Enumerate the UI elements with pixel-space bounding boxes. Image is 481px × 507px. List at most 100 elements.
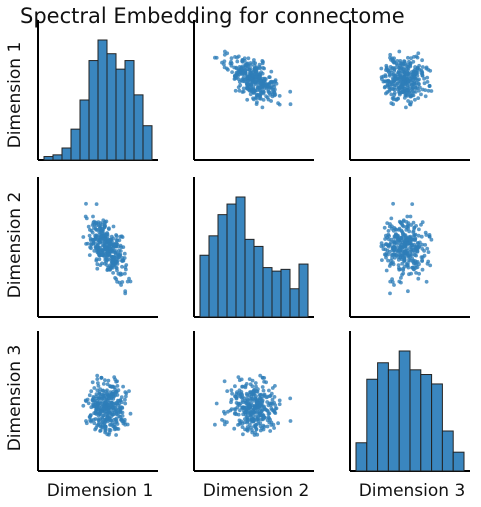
scatter-point-r1c2-282 — [257, 75, 262, 80]
scatter-point-r1c3-314 — [387, 82, 392, 87]
scatter-point-r1c2-269 — [261, 98, 266, 102]
scatter-point-r3c1-164 — [86, 401, 91, 406]
scatter-point-r2c1-245 — [100, 248, 105, 253]
scatter-point-r3c2-163 — [225, 389, 230, 393]
scatter-point-r1c2-329 — [245, 82, 250, 87]
scatter-point-r3c2-256 — [254, 409, 258, 414]
scatter-point-r1c3-312 — [416, 82, 421, 87]
scatter-point-r1c3-321 — [392, 56, 396, 61]
scatter-point-r3c2-201 — [262, 404, 266, 409]
scatter-point-r3c1-324 — [110, 391, 114, 396]
scatter-point-r2c3-239 — [423, 230, 428, 235]
scatter-point-r3c2-209 — [288, 396, 293, 401]
hist-bar-r2c2-3 — [226, 203, 237, 318]
scatter-point-r1c2-111 — [269, 69, 274, 74]
hist-bar-r1c1-10 — [133, 94, 144, 161]
scatter-point-r2c1-163 — [127, 276, 131, 281]
hist-bar-r2c2-10 — [289, 288, 300, 318]
scatter-point-r2c3-284 — [386, 252, 390, 257]
scatter-point-r2c3-308 — [389, 261, 394, 266]
scatter-point-r3c2-291 — [254, 406, 259, 411]
scatter-point-r3c2-318 — [243, 407, 248, 411]
scatter-point-r1c3-267 — [427, 84, 432, 88]
scatter-point-r3c1-78 — [103, 378, 107, 383]
scatter-point-r3c1-279 — [114, 419, 119, 424]
scatter-point-r3c2-277 — [248, 398, 253, 403]
scatter-point-r3c2-281 — [268, 394, 273, 398]
scatter-point-r1c3-217 — [380, 77, 384, 81]
scatter-point-r3c2-268 — [247, 377, 252, 381]
scatter-point-r1c2-289 — [248, 66, 253, 71]
scatter-point-r2c1-289 — [114, 249, 118, 254]
hist-bar-r2c2-11 — [298, 263, 309, 318]
scatter-point-r2c1-292 — [115, 268, 119, 273]
scatter-point-r2c3-134 — [400, 273, 404, 277]
scatter-point-r3c2-285 — [238, 408, 242, 413]
scatter-point-r1c2-320 — [254, 72, 259, 76]
scatter-point-r3c1-255 — [109, 396, 114, 401]
scatter-point-r3c2-269 — [261, 415, 266, 419]
scatter-point-r2c3-187 — [429, 237, 434, 242]
scatter-point-r3c2-81 — [272, 395, 277, 399]
scatter-point-r3c1-232 — [100, 400, 105, 404]
scatter-point-r3c2-296 — [229, 388, 234, 393]
scatter-point-r1c3-323 — [401, 82, 406, 87]
scatter-point-r2c3-121 — [408, 214, 413, 219]
scatter-point-r1c2-258 — [288, 102, 293, 107]
scatter-point-r1c3-306 — [398, 90, 403, 95]
scatter-point-r3c2-325 — [247, 404, 252, 409]
scatter-point-r1c2-270 — [242, 56, 247, 61]
scatter-point-r2c3-320 — [395, 242, 400, 246]
scatter-point-r3c2-222 — [254, 384, 258, 389]
scatter-point-r1c3-308 — [389, 70, 394, 75]
scatter-point-r1c3-247 — [413, 65, 417, 69]
scatter-point-r2c3-327 — [399, 276, 403, 280]
scatter-point-r3c2-206 — [265, 418, 270, 423]
scatter-point-r3c2-299 — [260, 385, 265, 389]
scatter-point-r2c3-285 — [400, 261, 405, 266]
scatter-point-r2c1-301 — [96, 238, 100, 242]
hist-bar-r1c1-6 — [97, 39, 108, 161]
scatter-point-r3c1-253 — [119, 417, 124, 422]
scatter-point-r2c1-272 — [112, 243, 117, 248]
scatter-point-r3c1-259 — [105, 417, 109, 422]
scatter-point-r3c1-296 — [116, 388, 121, 393]
scatter-point-r1c3-273 — [395, 81, 400, 86]
scatter-point-r3c1-121 — [83, 398, 88, 403]
scatter-point-r2c1-270 — [122, 256, 127, 260]
scatter-point-r2c1-156 — [119, 272, 124, 277]
scatter-point-r2c1-30 — [97, 257, 102, 262]
scatter-point-r1c2-255 — [242, 72, 247, 77]
scatter-point-r3c2-312 — [261, 388, 266, 393]
scatter-point-r2c1-327 — [113, 276, 117, 280]
scatter-point-r2c3-244 — [383, 237, 387, 241]
scatter-point-r1c3-163 — [416, 51, 421, 56]
scatter-point-r3c1-269 — [87, 415, 92, 419]
scatter-point-r1c2-138 — [261, 66, 265, 70]
scatter-point-r3c2-313 — [250, 411, 254, 416]
scatter-point-r3c1-95 — [89, 389, 94, 394]
scatter-point-r2c3-306 — [398, 220, 403, 225]
scatter-point-r3c1-326 — [115, 379, 119, 384]
scatter-point-r2c3-283 — [387, 224, 392, 229]
scatter-point-r3c2-278 — [250, 390, 255, 394]
scatter-point-r2c1-314 — [101, 243, 105, 248]
scatter-point-r3c2-252 — [245, 428, 250, 433]
scatter-point-r3c1-138 — [114, 416, 119, 421]
scatter-point-r2c1-313 — [104, 247, 109, 252]
scatter-point-r2c1-67 — [84, 242, 88, 246]
hist-bar-r1c1-1 — [52, 154, 63, 161]
scatter-point-r3c2-284 — [245, 425, 250, 429]
scatter-point-r2c3-294 — [413, 253, 417, 257]
scatter-point-r2c1-324 — [110, 260, 114, 265]
scatter-point-r2c3-254 — [386, 237, 391, 242]
scatter-point-r3c1-23 — [114, 433, 118, 437]
scatter-point-r3c2-217 — [241, 432, 245, 437]
scatter-point-r3c2-328 — [250, 417, 255, 421]
scatter-point-r1c2-301 — [258, 88, 262, 92]
scatter-point-r2c1-288 — [97, 253, 101, 257]
scatter-point-r1c3-231 — [409, 56, 413, 61]
scatter-point-r2c1-310 — [102, 240, 107, 245]
scatter-point-r1c3-324 — [414, 71, 418, 76]
scatter-point-r3c2-218 — [265, 424, 270, 429]
